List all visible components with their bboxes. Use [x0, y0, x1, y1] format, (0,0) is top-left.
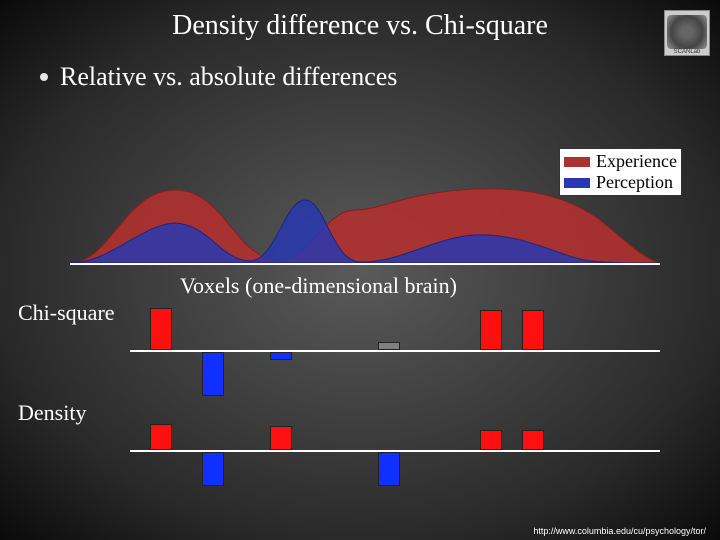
x-axis-label: Voxels (one-dimensional brain) [180, 273, 457, 299]
bullet-dot-icon [40, 73, 48, 81]
bar [270, 426, 292, 450]
density-curves-chart [70, 165, 660, 265]
chi-square-chart [130, 300, 660, 380]
page-title: Density difference vs. Chi-square [0, 0, 720, 42]
bullet-text: Relative vs. absolute differences [60, 62, 397, 92]
bar [270, 352, 292, 360]
chi-square-label: Chi-square [18, 300, 115, 326]
bar [150, 308, 172, 350]
scanlab-logo: SCANLab [664, 10, 710, 56]
bar [202, 452, 224, 486]
bar [522, 310, 544, 350]
bar [378, 452, 400, 486]
density-label: Density [18, 400, 86, 426]
bar [522, 430, 544, 450]
bullet-item: Relative vs. absolute differences [40, 62, 720, 92]
density-chart [130, 400, 660, 480]
bar [480, 430, 502, 450]
logo-text: SCANLab [674, 49, 701, 55]
footer-url: http://www.columbia.edu/cu/psychology/to… [533, 526, 706, 536]
bar [378, 342, 400, 350]
bar [150, 424, 172, 450]
bar [202, 352, 224, 396]
logo-image [667, 15, 707, 49]
bar [480, 310, 502, 350]
